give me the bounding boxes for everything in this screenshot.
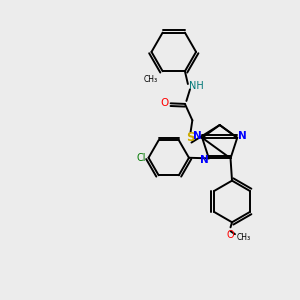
Text: CH₃: CH₃ — [237, 233, 251, 242]
Text: Cl: Cl — [137, 153, 146, 163]
Text: CH₃: CH₃ — [144, 75, 158, 84]
Text: O: O — [227, 230, 234, 240]
Text: S: S — [186, 131, 194, 144]
Text: NH: NH — [189, 81, 204, 91]
Text: N: N — [238, 131, 246, 141]
Text: N: N — [200, 155, 208, 165]
Text: N: N — [193, 131, 202, 141]
Text: O: O — [160, 98, 169, 108]
